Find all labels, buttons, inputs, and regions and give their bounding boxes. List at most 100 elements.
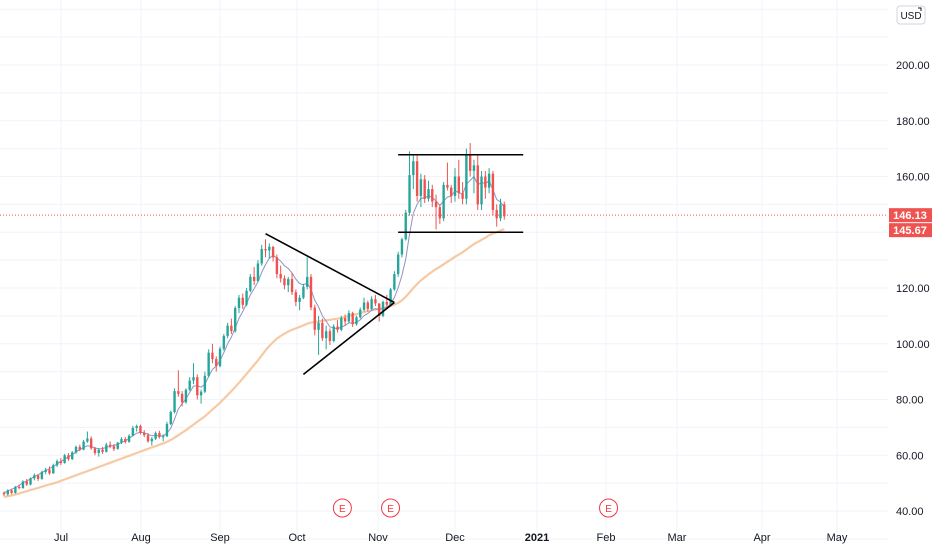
currency-box[interactable] xyxy=(896,5,926,25)
candle-body xyxy=(328,331,332,341)
candle-body xyxy=(393,274,396,290)
candle xyxy=(343,314,347,326)
candle-body xyxy=(245,290,248,305)
candle xyxy=(127,434,131,443)
candle xyxy=(366,300,370,312)
candle xyxy=(404,209,407,241)
candle-body xyxy=(415,161,419,197)
candle-body xyxy=(359,309,362,318)
y-tick-label: 160.00 xyxy=(896,172,930,184)
candle xyxy=(203,371,207,394)
currency-selector[interactable]: USD xyxy=(896,5,926,25)
candle xyxy=(180,391,184,407)
candle xyxy=(63,453,66,464)
candle xyxy=(389,288,392,307)
candle-body xyxy=(366,302,370,309)
candle-body xyxy=(412,161,415,176)
earnings-icon[interactable] xyxy=(599,498,619,518)
candle xyxy=(44,467,47,475)
currency-label[interactable]: USD xyxy=(900,11,921,22)
candle-body xyxy=(135,425,138,428)
earnings-marker[interactable]: E xyxy=(332,498,352,518)
candle xyxy=(499,198,502,222)
candle xyxy=(112,444,116,452)
x-tick-label: 2021 xyxy=(525,532,549,544)
prev-price-badge-bg xyxy=(889,223,932,238)
wedge-upper-line[interactable] xyxy=(265,232,395,304)
price-axis[interactable]: 40.0060.0080.00100.00120.00140.00160.001… xyxy=(896,60,930,518)
candle xyxy=(476,154,479,210)
candle-body xyxy=(188,380,191,390)
candle-body xyxy=(340,318,343,330)
candle xyxy=(2,491,6,497)
candle xyxy=(21,480,25,489)
candle xyxy=(25,478,28,486)
candle xyxy=(396,251,400,277)
candle xyxy=(275,254,279,279)
candle xyxy=(82,439,85,451)
candle-body xyxy=(442,184,445,219)
candle-body xyxy=(480,176,483,205)
candle-body xyxy=(321,322,324,339)
pattern-lines[interactable] xyxy=(265,153,524,376)
time-axis[interactable]: Jul Aug Sep Oct Nov Dec 2021 Feb Mar Apr May xyxy=(54,532,848,544)
y-tick-label: 120.00 xyxy=(896,283,930,295)
candle xyxy=(40,470,44,480)
candle-body xyxy=(290,279,294,293)
candle xyxy=(226,322,229,339)
candle xyxy=(165,421,169,438)
candle xyxy=(207,349,210,378)
earnings-marker[interactable]: E xyxy=(381,498,401,518)
candle xyxy=(442,182,445,222)
candle xyxy=(256,260,260,283)
candle xyxy=(150,437,154,446)
candle-body xyxy=(252,276,256,282)
candle xyxy=(328,328,332,346)
x-tick-label: Jul xyxy=(54,532,68,544)
candle-body xyxy=(268,246,271,251)
candle-body xyxy=(317,322,320,330)
candle-body xyxy=(476,165,479,205)
candle xyxy=(89,436,93,450)
candle xyxy=(472,159,476,194)
x-tick-label: Apr xyxy=(753,532,770,544)
candle-body xyxy=(10,490,13,493)
candle-body xyxy=(215,359,218,367)
candle-body xyxy=(93,448,97,454)
candle-body xyxy=(324,331,328,339)
candle-body xyxy=(89,438,93,449)
x-tick-label: Oct xyxy=(288,532,305,544)
earnings-icon[interactable] xyxy=(332,498,352,518)
candle-body xyxy=(150,438,154,442)
candle-body xyxy=(67,455,70,460)
earnings-marker[interactable]: E xyxy=(599,498,619,518)
earnings-label: E xyxy=(339,504,346,515)
candle xyxy=(29,477,32,486)
candle xyxy=(241,293,244,309)
candle-body xyxy=(25,481,28,485)
candle xyxy=(446,162,449,191)
candle-body xyxy=(218,348,222,367)
x-tick-label: Feb xyxy=(597,532,616,544)
candle xyxy=(434,194,438,230)
candle xyxy=(101,446,104,454)
candle-body xyxy=(495,209,498,219)
candle-body xyxy=(434,201,438,208)
candle-body xyxy=(332,326,335,341)
y-tick-label: 40.00 xyxy=(896,506,924,518)
candle xyxy=(52,463,55,474)
earnings-icon[interactable] xyxy=(381,498,401,518)
candle xyxy=(36,474,40,481)
y-tick-label: 180.00 xyxy=(896,116,930,128)
candle xyxy=(230,318,233,334)
candle xyxy=(487,168,491,194)
candle-body xyxy=(14,487,17,493)
wedge-lower-line[interactable] xyxy=(302,301,395,376)
candle-body xyxy=(450,187,453,197)
candle-body xyxy=(396,254,400,275)
candle-body xyxy=(74,446,78,453)
candle-body xyxy=(127,435,131,442)
candle-body xyxy=(120,439,123,443)
